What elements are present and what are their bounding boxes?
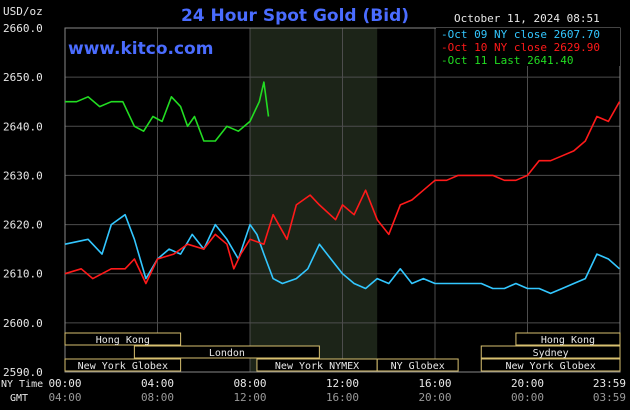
session-box xyxy=(515,332,621,346)
series-line-2 xyxy=(64,101,621,285)
y-tick-label: 2650.0 xyxy=(3,71,43,84)
y-tick-label: 2630.0 xyxy=(3,169,43,182)
session-label: Hong Kong xyxy=(96,335,150,346)
session-label: Sydney xyxy=(533,348,569,359)
shaded-region xyxy=(250,28,378,372)
session-box xyxy=(64,358,182,372)
x-tick-gmt: 12:00 xyxy=(233,391,266,404)
session-box xyxy=(480,358,621,372)
legend-background xyxy=(436,28,620,66)
chart-timestamp: October 11, 2024 08:51 xyxy=(454,12,600,25)
y-tick-label: 2620.0 xyxy=(3,219,43,232)
session-label: New York Globex xyxy=(78,361,168,372)
chart-title: 24 Hour Spot Gold (Bid) xyxy=(181,6,409,26)
x-tick-ny: 00:00 xyxy=(48,377,81,390)
x-tick-gmt: 04:00 xyxy=(48,391,81,404)
session-box xyxy=(133,345,320,359)
y-tick-label: 2610.0 xyxy=(3,268,43,281)
x-tick-ny: 23:59 xyxy=(593,377,626,390)
x-tick-gmt: 00:00 xyxy=(511,391,544,404)
series-line-3 xyxy=(65,81,270,142)
x-axis-gmt-label: GMT xyxy=(10,393,28,404)
x-tick-ny: 04:00 xyxy=(141,377,174,390)
legend: -Oct 09 NY close 2607.70-Oct 10 NY close… xyxy=(436,28,620,67)
session-box xyxy=(64,332,182,346)
y-tick-label: 2660.0 xyxy=(3,22,43,35)
x-tick-ny: 20:00 xyxy=(511,377,544,390)
market-sessions: Hong Kong London New York Globex New York N… xyxy=(64,332,621,372)
session-label: NY Globex xyxy=(391,361,445,372)
y-tick-label: 2590.0 xyxy=(3,366,43,379)
session-label: New York Globex xyxy=(505,361,595,372)
session-label: London xyxy=(209,348,245,359)
legend-item: -Oct 10 NY close 2629.90 xyxy=(441,41,600,54)
x-tick-ny: 16:00 xyxy=(418,377,451,390)
x-tick-gmt: 16:00 xyxy=(326,391,359,404)
legend-item: -Oct 11 Last 2641.40 xyxy=(441,54,573,67)
legend-item: -Oct 09 NY close 2607.70 xyxy=(441,28,600,41)
session-box xyxy=(480,345,621,359)
y-tick-label: 2640.0 xyxy=(3,120,43,133)
x-axis-ticks: 00:0004:0004:0008:0008:0012:0012:0016:00… xyxy=(48,377,626,404)
y-tick-label: 2600.0 xyxy=(3,317,43,330)
plot-frame xyxy=(64,27,621,373)
x-tick-gmt: 08:00 xyxy=(141,391,174,404)
y-axis-ticks: 2660.0 2650.0 2640.0 2630.0 2620.0 2610.0 2600… xyxy=(3,22,43,379)
x-tick-ny: 12:00 xyxy=(326,377,359,390)
x-tick-gmt: 20:00 xyxy=(418,391,451,404)
unit-label: USD/oz xyxy=(3,5,43,18)
x-tick-gmt: 03:59 xyxy=(593,391,626,404)
kitco-watermark: www.kitco.com xyxy=(68,39,213,59)
series-lines xyxy=(64,81,621,295)
x-axis-ny-label: NY Time xyxy=(1,379,43,390)
session-box xyxy=(376,358,459,372)
ny-session-shade xyxy=(250,28,378,372)
series-line-1 xyxy=(64,213,621,295)
session-label: Hong Kong xyxy=(541,335,595,346)
session-label: New York NYMEX xyxy=(275,361,359,372)
x-tick-ny: 08:00 xyxy=(233,377,266,390)
